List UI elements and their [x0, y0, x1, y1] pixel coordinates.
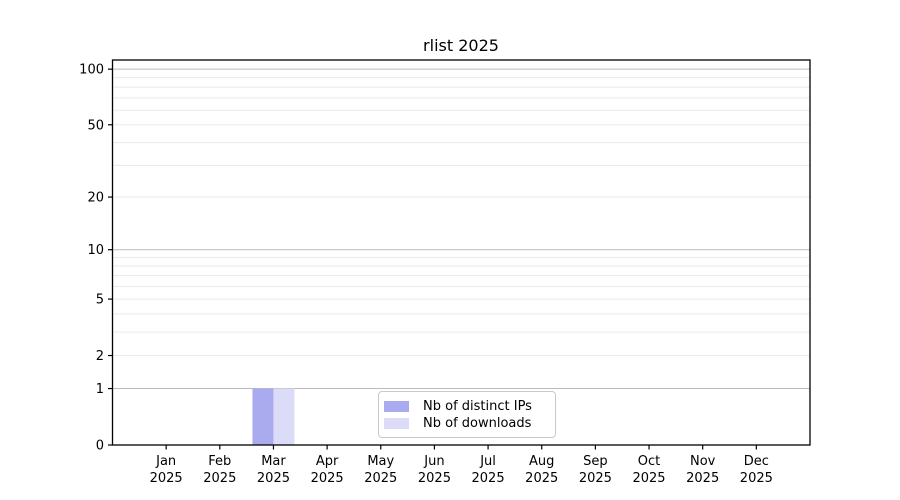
y-tick-label: 50	[87, 118, 104, 133]
x-tick-label-month: May	[367, 454, 394, 469]
x-tick-label-year: 2025	[311, 471, 344, 486]
x-tick-label-year: 2025	[686, 471, 719, 486]
x-tick-label-year: 2025	[418, 471, 451, 486]
x-tick-label-month: Oct	[638, 454, 660, 469]
x-tick-label-year: 2025	[150, 471, 183, 486]
legend-entry-distinct-ips: Nb of distinct IPs	[384, 400, 555, 413]
x-tick-label-year: 2025	[525, 471, 558, 486]
x-tick-label-year: 2025	[364, 471, 397, 486]
y-tick-label: 10	[87, 243, 104, 258]
legend-label-distinct-ips: Nb of distinct IPs	[423, 398, 532, 414]
x-tick-label-year: 2025	[740, 471, 773, 486]
y-tick-label: 5	[96, 293, 104, 308]
x-tick-label-month: Feb	[208, 454, 231, 469]
x-tick-label-month: Jun	[423, 454, 444, 469]
x-tick-label-month: Jan	[155, 454, 176, 469]
plot-frame	[111, 59, 811, 446]
x-tick-label-month: Nov	[690, 454, 716, 469]
legend-swatch-downloads-icon	[384, 417, 409, 429]
legend-label-downloads: Nb of downloads	[423, 415, 532, 431]
y-tick-label: 100	[79, 63, 104, 78]
y-tick-label: 1	[96, 382, 104, 397]
legend-entry-downloads: Nb of downloads	[384, 417, 555, 430]
x-tick-label-month: Jul	[479, 454, 496, 469]
x-tick-label-year: 2025	[632, 471, 665, 486]
bar-distinct-ips	[252, 388, 274, 445]
x-tick-label-month: Apr	[316, 454, 339, 469]
x-tick-label-month: Aug	[529, 454, 554, 469]
y-tick-label: 2	[96, 349, 104, 364]
x-tick-label-year: 2025	[257, 471, 290, 486]
y-tick-label: 20	[87, 191, 104, 206]
x-tick-label-month: Mar	[261, 454, 286, 469]
x-tick-label-year: 2025	[472, 471, 505, 486]
x-tick-label-year: 2025	[579, 471, 612, 486]
legend: Nb of distinct IPs Nb of downloads	[378, 391, 556, 438]
legend-swatch-distinct-ips-icon	[384, 400, 409, 412]
bar-downloads	[273, 388, 295, 445]
x-tick-label-month: Sep	[583, 454, 608, 469]
x-tick-label-month: Dec	[744, 454, 769, 469]
x-tick-label-year: 2025	[203, 471, 236, 486]
y-tick-label: 0	[96, 439, 104, 454]
chart-title: rlist 2025	[423, 36, 499, 55]
